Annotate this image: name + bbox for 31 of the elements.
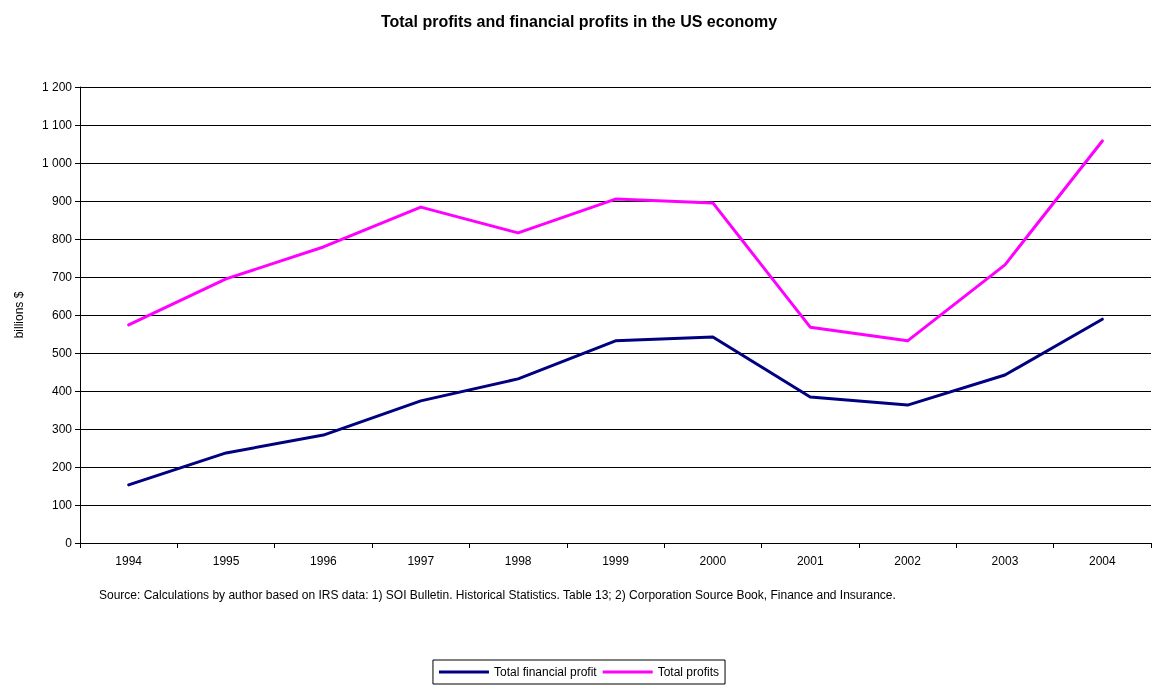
x-tick-label: 2001 (796, 554, 824, 568)
x-tick-label: 2002 (894, 554, 922, 568)
y-tick-label: 1 000 (41, 156, 73, 170)
legend-label: Total profits (657, 665, 720, 679)
y-tick-label: 700 (51, 270, 73, 284)
legend-label: Total financial profit (493, 665, 598, 679)
y-tick-label: 100 (51, 498, 73, 512)
y-axis-title: billions $ (12, 291, 26, 339)
y-tick-label: 600 (51, 308, 73, 322)
y-tick-label: 200 (51, 460, 73, 474)
y-tick-label: 300 (51, 422, 73, 436)
y-tick-label: 0 (65, 536, 73, 550)
x-tick-label: 1994 (115, 554, 143, 568)
x-tick-label: 2000 (699, 554, 727, 568)
x-tick-label: 2004 (1088, 554, 1116, 568)
x-tick-label: 1997 (407, 554, 435, 568)
y-tick-label: 900 (51, 194, 73, 208)
x-tick-label: 1995 (212, 554, 240, 568)
line-series (127, 139, 1104, 343)
chart-title: Total profits and financial profits in the US economy (380, 12, 778, 30)
y-tick-label: 1 200 (41, 80, 73, 94)
y-tick-label: 1 100 (41, 118, 73, 132)
x-tick-label: 1998 (504, 554, 532, 568)
y-tick-label: 500 (51, 346, 73, 360)
x-tick-label: 1999 (602, 554, 630, 568)
y-tick-label: 400 (51, 384, 73, 398)
y-tick-label: 800 (51, 232, 73, 246)
x-tick-label: 1996 (310, 554, 338, 568)
line-series (127, 317, 1104, 487)
x-tick-label: 2003 (991, 554, 1019, 568)
source-note: Source: Calculations by author based on IRS data: 1) SOI Bulletin. Historical Statistics. Table 13; 2) Corporation Source Book, Finance and Insurance. (99, 588, 896, 602)
